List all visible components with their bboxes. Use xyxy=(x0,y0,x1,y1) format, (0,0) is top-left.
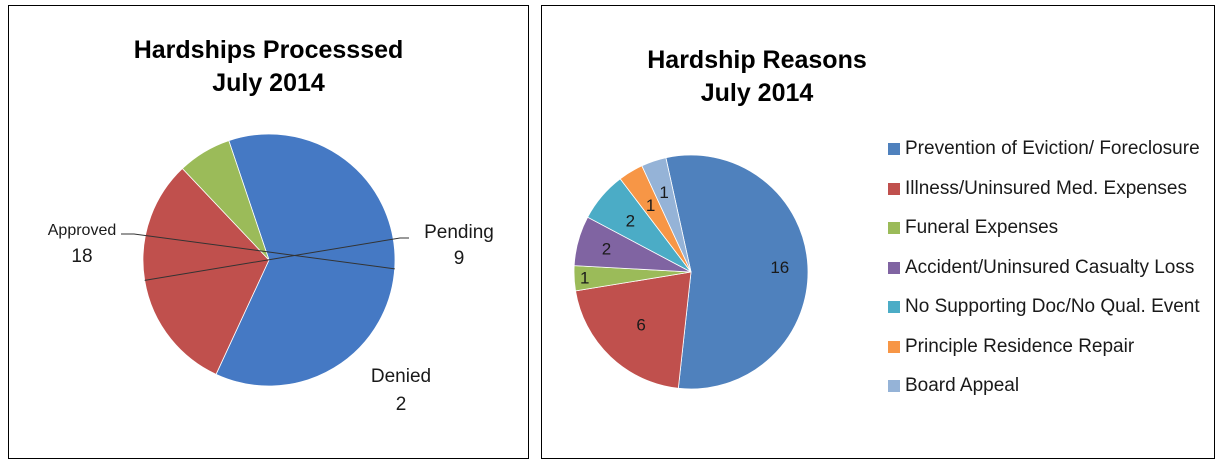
pie-chart-hardships-processed: Approved 18 Pending 9 Denied 2 xyxy=(48,133,494,415)
leader-line-approved xyxy=(121,233,395,270)
legend-label: Prevention of Eviction/ Foreclosure xyxy=(905,138,1200,159)
legend-label: Principle Residence Repair xyxy=(905,335,1135,357)
legend-swatch xyxy=(888,301,900,313)
data-label-illness-uninsured-med-expenses: 6 xyxy=(636,316,645,335)
legend-swatch xyxy=(888,380,900,392)
legend-swatch xyxy=(888,261,900,274)
data-label-principle-residence-repair: 1 xyxy=(646,196,655,215)
data-label-prevention-of-eviction-foreclosure: 16 xyxy=(770,258,789,277)
chart-title: Hardship Reasons July 2014 xyxy=(542,44,972,110)
leader-line-pending xyxy=(144,237,409,281)
pie-slice-prevention-of-eviction-foreclosure xyxy=(665,154,809,390)
data-label-funeral-expenses: 1 xyxy=(580,269,589,288)
legend-label: Accident/Uninsured Casualty Loss xyxy=(905,256,1195,278)
pie-slice-denied xyxy=(181,140,270,261)
pie-slice-board-appeal xyxy=(641,157,692,273)
chart-title: Hardships Processsed July 2014 xyxy=(9,34,528,100)
chart-title-line-2: July 2014 xyxy=(700,79,814,107)
data-label-board-appeal: 1 xyxy=(659,183,668,202)
legend-swatch xyxy=(888,182,900,195)
chart-title-line-1: Hardships Processsed xyxy=(133,36,404,64)
legend-label: Illness/Uninsured Med. Expenses xyxy=(905,177,1187,199)
data-label-denied-name: Denied xyxy=(371,366,431,387)
data-label-accident-uninsured-casualty-loss: 2 xyxy=(602,240,611,259)
pie-slice-approved xyxy=(215,133,396,387)
legend-label: Funeral Expenses xyxy=(905,217,1059,238)
data-label-approved-value: 18 xyxy=(71,246,92,267)
data-label-approved-name: Approved xyxy=(48,222,117,239)
chart-panel-hardships-processed: Hardships Processsed July 2014 Approved 1… xyxy=(8,5,529,459)
legend-swatch xyxy=(888,222,900,234)
chart-title-line-2: July 2014 xyxy=(212,69,325,97)
legend-label: Board Appeal xyxy=(905,375,1020,396)
data-label-no-supporting-doc-no-qual-event: 2 xyxy=(626,212,635,231)
chart-title-line-1: Hardship Reasons xyxy=(647,46,867,74)
data-label-pending-value: 9 xyxy=(454,248,465,269)
pie-slice-illness-uninsured-med-expenses xyxy=(575,271,692,389)
legend-swatch xyxy=(888,143,900,155)
legend-swatch xyxy=(888,340,900,353)
data-label-pending-name: Pending xyxy=(424,222,494,243)
chart-panel-hardship-reasons: Hardship Reasons July 2014 16 6 1 2 2 1 1 Prev… xyxy=(541,5,1215,459)
legend-label: No Supporting Doc/No Qual. Event xyxy=(905,296,1200,317)
data-label-denied-value: 2 xyxy=(396,394,407,415)
